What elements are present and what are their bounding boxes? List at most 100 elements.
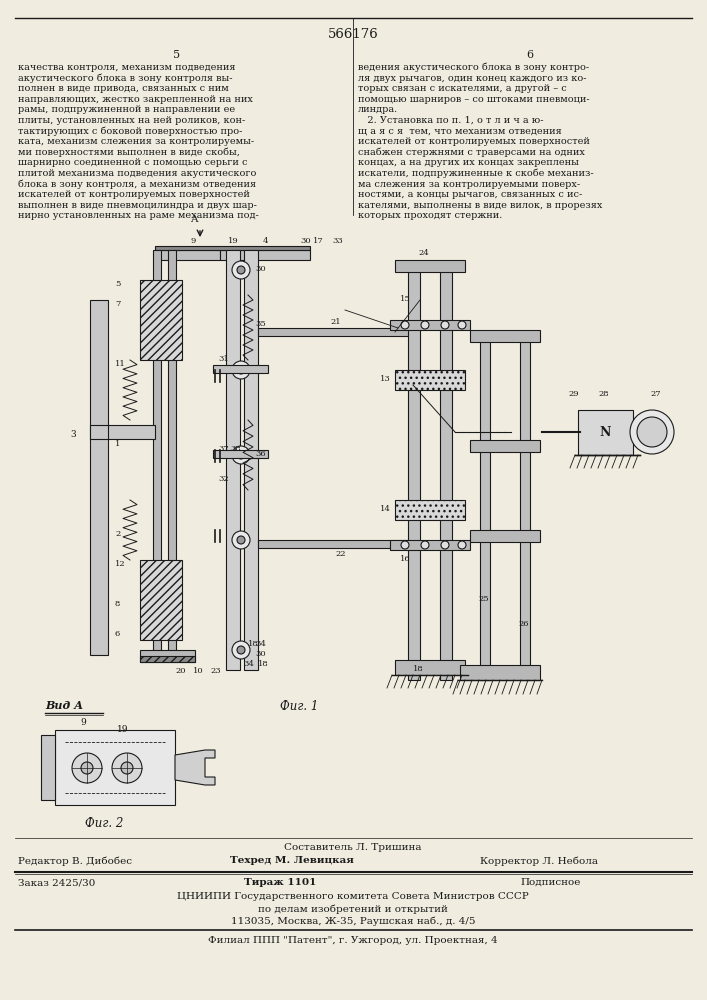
Text: 30: 30 [300, 237, 311, 245]
Text: выполнен в виде пневмоцилиндра и двух шар-: выполнен в виде пневмоцилиндра и двух ша… [18, 201, 257, 210]
Circle shape [237, 451, 245, 459]
Text: тактирующих с боковой поверхностью про-: тактирующих с боковой поверхностью про- [18, 127, 243, 136]
Text: 2: 2 [115, 530, 120, 538]
Text: 19: 19 [228, 237, 238, 245]
Bar [213, 365, 268, 373]
Text: Вид А: Вид А [45, 700, 83, 711]
Text: 18: 18 [258, 660, 269, 668]
Text: Тираж 1101: Тираж 1101 [244, 878, 316, 887]
Circle shape [637, 417, 667, 447]
Bar [578, 410, 633, 455]
Text: помощью шарниров – со штоками пневмоци-: помощью шарниров – со штоками пневмоци- [358, 95, 590, 104]
Text: 31: 31 [218, 355, 229, 363]
Text: 30: 30 [255, 265, 266, 273]
Text: 15: 15 [400, 295, 411, 303]
Text: 36: 36 [255, 450, 266, 458]
Bar [470, 440, 540, 452]
Bar [213, 450, 268, 458]
Text: 21: 21 [330, 318, 341, 326]
Text: 19: 19 [117, 725, 129, 734]
Text: 24: 24 [418, 249, 428, 257]
Text: 13: 13 [380, 375, 391, 383]
Text: линдра.: линдра. [358, 105, 398, 114]
Text: плиты, установленных на ней роликов, кон-: плиты, установленных на ней роликов, кон… [18, 116, 245, 125]
Circle shape [232, 446, 250, 464]
Circle shape [232, 531, 250, 549]
Text: 3: 3 [70, 430, 76, 439]
Circle shape [458, 321, 466, 329]
Text: Подписное: Подписное [520, 878, 580, 887]
Text: 7: 7 [115, 300, 120, 308]
Bar [440, 270, 452, 680]
Bar [395, 500, 465, 520]
Text: Корректор Л. Небола: Корректор Л. Небола [480, 856, 598, 865]
Text: 38: 38 [230, 445, 241, 453]
Text: 9: 9 [190, 237, 196, 245]
Bar [470, 330, 540, 342]
Circle shape [232, 361, 250, 379]
Circle shape [81, 762, 93, 774]
Bar [390, 320, 470, 330]
Text: 35: 35 [255, 320, 266, 328]
Text: Техред М. Левицкая: Техред М. Левицкая [230, 856, 354, 865]
Bar [244, 250, 258, 670]
Text: 8: 8 [115, 600, 120, 608]
Text: качества контроля, механизм подведения: качества контроля, механизм подведения [18, 63, 235, 72]
Text: 28: 28 [598, 390, 609, 398]
Circle shape [421, 321, 429, 329]
Bar [520, 340, 530, 680]
Text: 4: 4 [262, 237, 268, 245]
Bar [480, 340, 490, 680]
Bar [470, 530, 540, 542]
Bar [220, 250, 310, 260]
Circle shape [72, 753, 102, 783]
Bar [90, 425, 155, 439]
Text: A: A [190, 215, 198, 224]
Text: 29: 29 [568, 390, 578, 398]
Text: 113035, Москва, Ж-35, Раушская наб., д. 4/5: 113035, Москва, Ж-35, Раушская наб., д. … [230, 916, 475, 926]
Text: 33: 33 [332, 237, 344, 245]
Text: щ а я с я  тем, что механизм отведения: щ а я с я тем, что механизм отведения [358, 127, 562, 136]
Circle shape [112, 753, 142, 783]
Text: Филиал ППП "Патент", г. Ужгород, ул. Проектная, 4: Филиал ППП "Патент", г. Ужгород, ул. Про… [208, 936, 498, 945]
Text: снабжен стержнями с траверсами на одних: снабжен стержнями с траверсами на одних [358, 148, 585, 157]
Text: концах, а на других их концах закреплены: концах, а на других их концах закреплены [358, 158, 579, 167]
Text: акустического блока в зону контроля вы-: акустического блока в зону контроля вы- [18, 74, 233, 83]
Circle shape [401, 321, 409, 329]
Text: ката, механизм слежения за контролируемы-: ката, механизм слежения за контролируемы… [18, 137, 254, 146]
Text: 11: 11 [115, 360, 126, 368]
Text: 18: 18 [413, 665, 423, 673]
Text: 18: 18 [248, 640, 259, 648]
Text: 34: 34 [243, 660, 254, 668]
Text: которых проходят стержни.: которых проходят стержни. [358, 211, 503, 220]
Text: рамы, подпружиненной в направлении ее: рамы, подпружиненной в направлении ее [18, 105, 235, 114]
Text: 2. Установка по п. 1, о т л и ч а ю-: 2. Установка по п. 1, о т л и ч а ю- [358, 116, 544, 125]
Text: направляющих, жестко закрепленной на них: направляющих, жестко закрепленной на них [18, 95, 253, 104]
Text: блока в зону контроля, а механизм отведения: блока в зону контроля, а механизм отведе… [18, 180, 256, 189]
Text: торых связан с искателями, а другой – с: торых связан с искателями, а другой – с [358, 84, 567, 93]
Bar [155, 246, 310, 250]
Text: ми поверхностями выполнен в виде скобы,: ми поверхностями выполнен в виде скобы, [18, 148, 240, 157]
Text: искателей от контролируемых поверхностей: искателей от контролируемых поверхностей [18, 190, 250, 199]
Bar [390, 540, 470, 550]
Circle shape [232, 641, 250, 659]
Text: 5: 5 [115, 280, 120, 288]
Circle shape [458, 541, 466, 549]
Text: нирно установленных на раме механизма под-: нирно установленных на раме механизма по… [18, 211, 259, 220]
Text: Фиг. 1: Фиг. 1 [280, 700, 318, 713]
Text: искатели, подпружиненные к скобе механиз-: искатели, подпружиненные к скобе механиз… [358, 169, 594, 178]
Bar [55, 730, 175, 805]
Circle shape [237, 536, 245, 544]
Text: 26: 26 [518, 620, 529, 628]
Text: 566176: 566176 [327, 28, 378, 41]
Text: 32: 32 [218, 475, 228, 483]
Circle shape [401, 541, 409, 549]
Text: 25: 25 [478, 595, 489, 603]
Text: плитой механизма подведения акустического: плитой механизма подведения акустическог… [18, 169, 257, 178]
Text: Фиг. 2: Фиг. 2 [85, 817, 124, 830]
Bar [395, 370, 465, 390]
Text: 27: 27 [650, 390, 660, 398]
Text: 10: 10 [193, 667, 204, 675]
Bar [155, 250, 220, 260]
Bar [226, 250, 240, 670]
